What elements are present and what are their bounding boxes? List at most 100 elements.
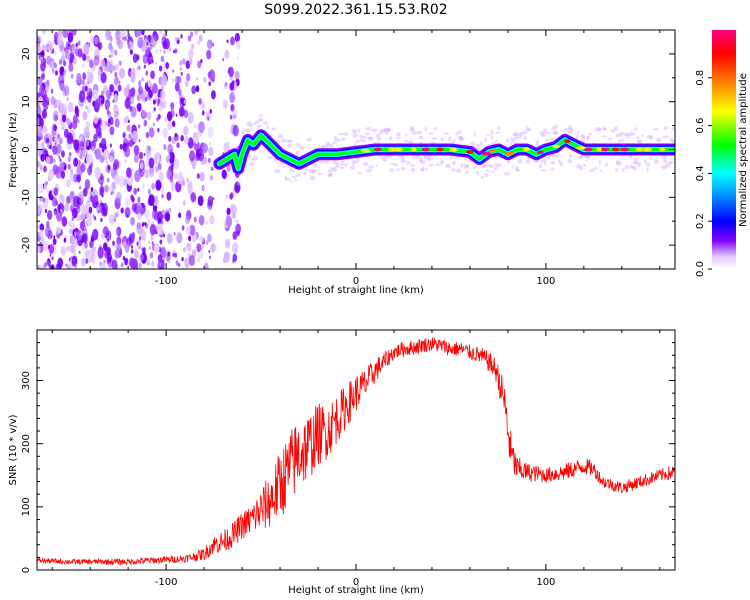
noise-speckle bbox=[80, 213, 85, 221]
ridge-halo bbox=[628, 155, 633, 159]
y-tick-label: -10 bbox=[21, 189, 32, 205]
ridge-halo bbox=[646, 167, 649, 172]
noise-speckle bbox=[151, 260, 155, 267]
noise-speckle bbox=[167, 154, 171, 160]
noise-speckle bbox=[138, 124, 141, 129]
noise-speckle bbox=[223, 142, 230, 154]
ridge-halo bbox=[510, 137, 515, 143]
noise-speckle bbox=[105, 60, 112, 73]
ridge-halo bbox=[551, 153, 556, 157]
noise-speckle bbox=[188, 48, 194, 59]
noise-speckle bbox=[41, 57, 47, 68]
noise-speckle bbox=[138, 151, 144, 160]
noise-speckle bbox=[152, 99, 156, 105]
noise-speckle bbox=[54, 51, 57, 56]
noise-speckle bbox=[89, 251, 96, 263]
noise-speckle bbox=[74, 144, 80, 154]
ridge-halo bbox=[319, 160, 325, 164]
noise-speckle bbox=[37, 117, 40, 124]
noise-speckle bbox=[174, 133, 179, 142]
noise-speckle bbox=[105, 230, 112, 242]
noise-speckle bbox=[45, 46, 47, 51]
noise-speckle bbox=[203, 76, 207, 83]
noise-speckle bbox=[49, 144, 52, 150]
ridge-hotspot bbox=[489, 149, 497, 153]
noise-speckle bbox=[183, 99, 186, 104]
ridge-halo bbox=[306, 137, 313, 142]
noise-speckle bbox=[109, 126, 115, 136]
noise-speckle bbox=[104, 184, 109, 193]
noise-speckle bbox=[67, 118, 71, 126]
noise-speckle bbox=[100, 175, 103, 180]
noise-speckle bbox=[147, 219, 151, 226]
ridge-halo bbox=[494, 139, 499, 142]
noise-speckle bbox=[45, 156, 51, 165]
noise-speckle bbox=[46, 209, 53, 221]
ridge-halo bbox=[424, 126, 428, 131]
noise-speckle bbox=[172, 248, 176, 254]
noise-speckle bbox=[72, 119, 78, 130]
noise-speckle bbox=[92, 89, 99, 100]
noise-speckle bbox=[91, 146, 96, 153]
x-tick-label: 100 bbox=[536, 276, 555, 287]
noise-speckle bbox=[170, 165, 174, 171]
noise-speckle bbox=[174, 82, 180, 92]
noise-speckle bbox=[191, 85, 197, 95]
noise-speckle bbox=[92, 228, 99, 241]
ridge-halo bbox=[327, 173, 333, 178]
ridge-halo bbox=[352, 133, 358, 139]
noise-speckle bbox=[68, 62, 74, 73]
y-tick-label: -20 bbox=[21, 237, 32, 253]
noise-speckle bbox=[116, 229, 120, 234]
noise-speckle bbox=[71, 216, 74, 222]
noise-speckle bbox=[63, 165, 67, 171]
noise-speckle bbox=[52, 238, 57, 246]
noise-speckle bbox=[206, 49, 212, 60]
noise-speckle bbox=[126, 141, 130, 147]
noise-speckle bbox=[142, 247, 146, 255]
noise-speckle bbox=[86, 153, 93, 165]
noise-speckle bbox=[145, 70, 149, 76]
noise-speckle bbox=[144, 169, 150, 179]
ridge-halo bbox=[440, 137, 444, 142]
ridge-halo bbox=[515, 166, 520, 171]
noise-speckle bbox=[53, 187, 59, 196]
noise-speckle bbox=[110, 149, 115, 157]
noise-speckle bbox=[172, 69, 175, 73]
noise-speckle bbox=[100, 98, 105, 105]
noise-speckle bbox=[37, 264, 42, 269]
noise-speckle bbox=[179, 97, 184, 104]
noise-speckle bbox=[157, 127, 160, 133]
ridge-halo bbox=[663, 158, 667, 164]
noise-speckle bbox=[146, 41, 149, 46]
noise-speckle bbox=[141, 222, 145, 227]
noise-speckle bbox=[205, 240, 209, 245]
ridge-halo bbox=[248, 123, 254, 128]
noise-speckle bbox=[118, 34, 122, 39]
noise-speckle bbox=[114, 118, 120, 128]
ridge-hotspot bbox=[584, 147, 593, 152]
noise-speckle bbox=[179, 60, 183, 66]
noise-speckle bbox=[206, 39, 213, 50]
noise-speckle bbox=[226, 39, 229, 43]
x-tick-label: -100 bbox=[155, 276, 178, 287]
colorbar-tick-label: 0.0 bbox=[695, 261, 706, 277]
noise-speckle bbox=[90, 237, 93, 241]
noise-speckle bbox=[79, 185, 82, 190]
noise-speckle bbox=[47, 245, 51, 249]
ridge-hotspot bbox=[374, 147, 382, 152]
noise-speckle bbox=[81, 79, 85, 86]
noise-speckle bbox=[82, 72, 87, 80]
ridge-halo bbox=[465, 170, 468, 175]
noise-speckle bbox=[208, 207, 211, 211]
noise-speckle bbox=[40, 153, 45, 162]
ridge-halo bbox=[295, 173, 301, 177]
ridge-halo bbox=[625, 135, 630, 138]
noise-speckle bbox=[79, 149, 84, 157]
noise-speckle bbox=[202, 143, 208, 154]
noise-speckle bbox=[197, 60, 202, 69]
noise-speckle bbox=[117, 84, 122, 92]
noise-speckle bbox=[190, 192, 197, 203]
noise-speckle bbox=[188, 255, 195, 267]
noise-speckle bbox=[103, 259, 106, 264]
